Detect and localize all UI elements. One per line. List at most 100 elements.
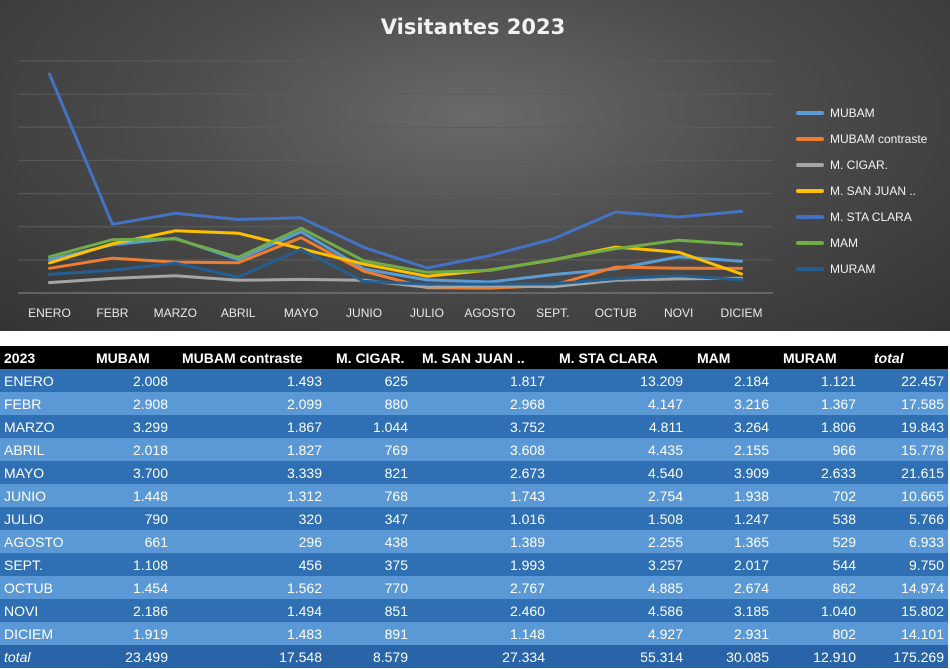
table-cell: 347 [326, 507, 412, 530]
data-point [237, 261, 240, 264]
column-header: 2023 [0, 346, 86, 369]
column-header: M. SAN JUAN .. [412, 346, 549, 369]
total-cell: 12.910 [773, 645, 860, 668]
total-cell: 23.499 [86, 645, 172, 668]
row-label: ENERO [0, 369, 86, 392]
table-cell: 1.993 [412, 553, 549, 576]
table-row: MAYO 3.700 3.339 821 2.673 4.540 3.909 2.633 21.… [0, 461, 948, 484]
table-cell: 625 [326, 369, 412, 392]
table-cell: 2.155 [687, 438, 773, 461]
x-axis: ENERO FEBR MARZO ABRIL MAYO JUNIO JULIO AGOSTO S… [28, 306, 762, 320]
table-cell: 1.148 [412, 622, 549, 645]
row-label: DICIEM [0, 622, 86, 645]
table-cell: 1.044 [326, 415, 412, 438]
table-row: DICIEM 1.919 1.483 891 1.148 4.927 2.931 802 14.… [0, 622, 948, 645]
data-point [551, 273, 554, 276]
x-tick-label: AGOSTO [464, 306, 515, 320]
table-cell: 15.778 [860, 438, 948, 461]
table-row: SEPT. 1.108 456 375 1.993 3.257 2.017 544 9.750 [0, 553, 948, 576]
table-cell: 1.389 [412, 530, 549, 553]
data-point [425, 274, 429, 278]
table-cell: 2.931 [687, 622, 773, 645]
data-point [48, 258, 51, 261]
table-cell: 2.968 [412, 392, 549, 415]
x-tick-label: NOVI [664, 306, 693, 320]
table-row: JUNIO 1.448 1.312 768 1.743 2.754 1.938 702 10.6… [0, 484, 948, 507]
line-chart: Visitantes 2023 ENERO FEBR MARZO ABRIL MAYO J… [18, 15, 773, 320]
legend-label: MUBAM [830, 106, 875, 120]
table-cell: 10.665 [860, 484, 948, 507]
table-cell: 538 [773, 507, 860, 530]
table-cell: 1.562 [172, 576, 326, 599]
table-cell: 2.767 [412, 576, 549, 599]
table-cell: 15.802 [860, 599, 948, 622]
table-cell: 13.209 [549, 369, 687, 392]
data-point [111, 223, 114, 226]
table-row: AGOSTO 661 296 438 1.389 2.255 1.365 529 6.933 [0, 530, 948, 553]
data-point [174, 274, 177, 277]
data-point [740, 267, 743, 270]
column-header: M. STA CLARA [549, 346, 687, 369]
table-cell: 296 [172, 530, 326, 553]
data-point [111, 277, 114, 280]
table-cell: 891 [326, 622, 412, 645]
table-cell: 3.216 [687, 392, 773, 415]
data-point [174, 261, 177, 265]
data-point [677, 255, 680, 258]
data-point [551, 282, 554, 286]
data-point [111, 238, 114, 241]
total-label: total [0, 645, 86, 668]
legend-label: MAM [830, 236, 858, 250]
x-tick-label: MAYO [284, 306, 318, 320]
legend-item: MAM [796, 230, 946, 256]
table-cell: 4.540 [549, 461, 687, 484]
table-cell: 2.674 [687, 576, 773, 599]
data-point [740, 259, 743, 263]
table-cell: 17.585 [860, 392, 948, 415]
data-point [677, 251, 680, 254]
legend-label: MURAM [830, 262, 876, 276]
data-point [48, 267, 51, 270]
chart-title: Visitantes 2023 [381, 15, 565, 39]
table-cell: 768 [326, 484, 412, 507]
table-cell: 880 [326, 392, 412, 415]
table-cell: 3.257 [549, 553, 687, 576]
table-row: NOVI 2.186 1.494 851 2.460 4.586 3.185 1.040 15.… [0, 599, 948, 622]
data-point [488, 269, 492, 272]
data-point [362, 270, 366, 273]
column-header: M. CIGAR. [326, 346, 412, 369]
column-header: MURAM [773, 346, 860, 369]
table-cell: 2.099 [172, 392, 326, 415]
data-point [488, 283, 492, 286]
total-cell: 17.548 [172, 645, 326, 668]
series-line-5 [48, 226, 743, 274]
row-label: SEPT. [0, 553, 86, 576]
row-label: AGOSTO [0, 530, 86, 553]
data-point [551, 237, 554, 241]
table-cell: 1.483 [172, 622, 326, 645]
table-cell: 966 [773, 438, 860, 461]
data-point [551, 285, 554, 288]
table-cell: 2.754 [549, 484, 687, 507]
data-point [174, 237, 177, 241]
table-cell: 1.938 [687, 484, 773, 507]
table-cell: 1.312 [172, 484, 326, 507]
data-point [425, 271, 429, 274]
series-line-1 [48, 236, 743, 290]
data-point [299, 278, 303, 281]
data-table: 2023 MUBAM MUBAM contraste M. CIGAR. M. SAN … [0, 346, 948, 668]
data-point [425, 266, 429, 270]
data-point [362, 246, 366, 249]
table-row: OCTUB 1.454 1.562 770 2.767 4.885 2.674 862 14.9… [0, 576, 948, 599]
table-cell: 2.673 [412, 461, 549, 484]
row-label: OCTUB [0, 576, 86, 599]
data-point [299, 230, 303, 233]
table-cell: 438 [326, 530, 412, 553]
data-point [551, 258, 554, 261]
data-point [362, 262, 366, 266]
table-cell: 2.633 [773, 461, 860, 484]
table-cell: 2.018 [86, 438, 172, 461]
table-cell: 1.016 [412, 507, 549, 530]
data-point [174, 229, 177, 233]
data-point [677, 277, 680, 281]
